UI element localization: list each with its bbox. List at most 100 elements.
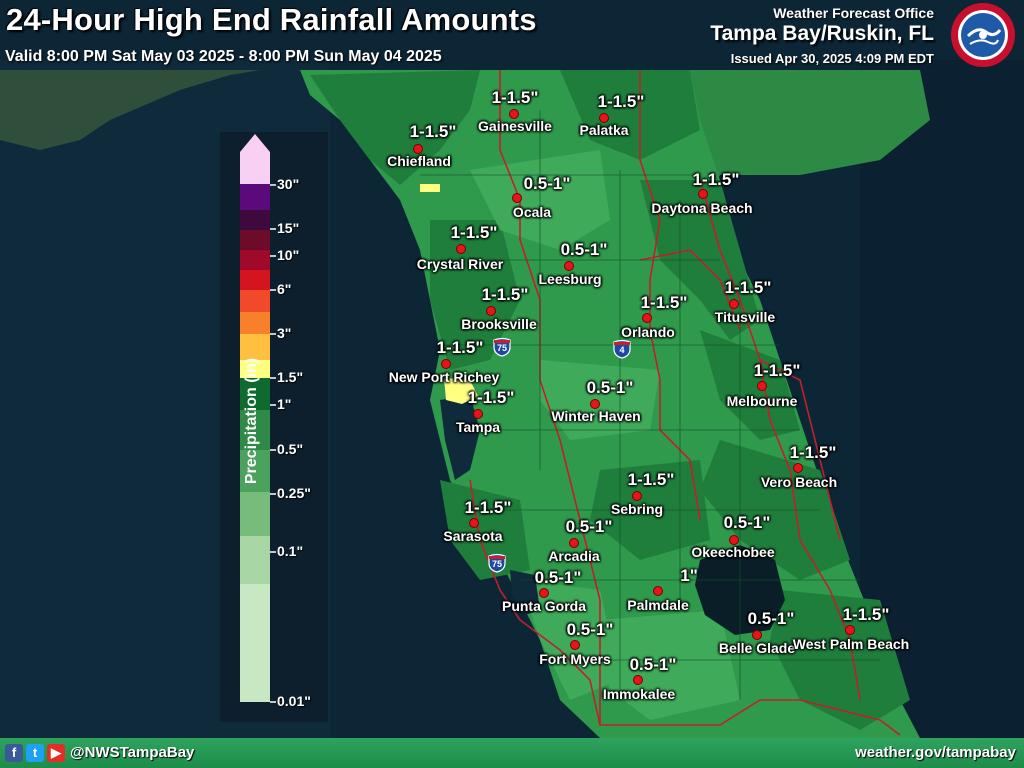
youtube-icon[interactable]: ▶ — [47, 744, 65, 762]
legend-tick-label: 1.5" — [277, 369, 304, 385]
legend-swatch — [240, 450, 270, 492]
rainfall-amount: 1-1.5" — [436, 338, 484, 357]
city-dot — [456, 244, 466, 254]
rainfall-amount: 1-1.5" — [491, 88, 539, 107]
city-dot — [590, 399, 600, 409]
city-dot — [632, 491, 642, 501]
city-name: Sebring — [610, 501, 664, 517]
rainfall-amount: 1-1.5" — [464, 498, 512, 517]
facebook-icon[interactable]: f — [5, 744, 23, 762]
legend-tick-label: 15" — [277, 220, 300, 236]
city-dot — [698, 189, 708, 199]
city-dot — [564, 261, 574, 271]
social-icons: f t ▶ — [5, 744, 65, 762]
rainfall-amount: 1-1.5" — [467, 388, 515, 407]
city-name: Sarasota — [443, 528, 503, 544]
nws-logo — [951, 3, 1015, 67]
rainfall-amount: 1-1.5" — [724, 278, 772, 297]
city-name: Tampa — [455, 419, 501, 435]
city-dot — [509, 109, 519, 119]
city-dot — [599, 113, 609, 123]
legend-tick-label: 0.5" — [277, 441, 304, 457]
rainfall-amount: 0.5-1" — [534, 568, 582, 587]
header: 24-Hour High End Rainfall Amounts Valid … — [0, 0, 1024, 70]
rainfall-amount: 0.5-1" — [629, 655, 677, 674]
city-dot — [413, 144, 423, 154]
interstate-shield-icon: 4 — [612, 339, 632, 359]
city-name: Belle Glade — [718, 640, 796, 656]
rainfall-amount: 0.5-1" — [565, 517, 613, 536]
legend-swatch — [240, 378, 270, 410]
city-name: Okeechobee — [691, 544, 775, 560]
legend-arrow — [240, 134, 270, 152]
rainfall-amount: 0.5-1" — [560, 240, 608, 259]
legend-swatch — [240, 334, 270, 360]
rainfall-amount: 1-1.5" — [481, 285, 529, 304]
city-name: West Palm Beach — [792, 636, 910, 652]
legend-title: Precipitation (in) — [243, 357, 260, 485]
legend-swatch — [240, 184, 270, 210]
city-dot — [793, 463, 803, 473]
city-name: Orlando — [621, 324, 675, 340]
interstate-shield-icon: 75 — [487, 553, 507, 573]
legend-tick-label: 3" — [277, 325, 292, 341]
office-label: Weather Forecast Office — [773, 5, 934, 21]
city-dot — [653, 586, 663, 596]
legend-swatch — [240, 270, 270, 290]
legend-tick-label: 0.01" — [277, 693, 311, 709]
interstate-number: 75 — [496, 343, 507, 353]
legend-color-bar — [240, 134, 276, 703]
legend-swatch — [240, 230, 270, 250]
city-dot — [469, 518, 479, 528]
city-dot — [752, 630, 762, 640]
city-dot — [845, 625, 855, 635]
city-dot — [642, 313, 652, 323]
city-name: Palmdale — [627, 597, 689, 613]
city-name: Immokalee — [602, 686, 676, 702]
legend-swatch — [240, 360, 270, 378]
twitter-icon[interactable]: t — [26, 744, 44, 762]
city-dot — [729, 535, 739, 545]
rainfall-amount: 1-1.5" — [692, 170, 740, 189]
legend-swatch — [240, 410, 270, 450]
social-handle[interactable]: @NWSTampaBay — [70, 744, 195, 761]
rainfall-amount: 1" — [680, 566, 698, 585]
legend-swatch — [240, 152, 270, 184]
city-name: Gainesville — [478, 118, 552, 134]
interstate-shield-icon: 75 — [492, 337, 512, 357]
interstate-number: 75 — [491, 559, 502, 569]
city-dot — [569, 538, 579, 548]
city-name: Fort Myers — [539, 651, 611, 667]
city-name: Daytona Beach — [651, 200, 753, 216]
city-name: Crystal River — [416, 256, 504, 272]
legend-tick-label: 10" — [277, 247, 300, 263]
city-name: Titusville — [714, 309, 776, 325]
interstate-number: 4 — [619, 345, 625, 355]
legend-tick-label: 1" — [277, 396, 292, 412]
city-name: New Port Richey — [388, 369, 500, 385]
rainfall-amount: 1-1.5" — [842, 605, 890, 624]
city-dot — [757, 381, 767, 391]
city-name: Melbourne — [726, 393, 798, 409]
rainfall-amount: 1-1.5" — [753, 361, 801, 380]
valid-period: Valid 8:00 PM Sat May 03 2025 - 8:00 PM … — [5, 48, 442, 65]
legend: Precipitation (in) 30" 15" 10" 6" 3" 1.5" 1" 0.… — [220, 132, 328, 722]
legend-tick-label: 30" — [277, 176, 300, 192]
legend-tick-label: 0.25" — [277, 485, 311, 501]
city-dot — [441, 359, 451, 369]
city-dot — [512, 193, 522, 203]
footer: f t ▶ @NWSTampaBay weather.gov/tampabay — [0, 738, 1024, 768]
legend-swatch — [240, 536, 270, 584]
city-name: Brooksville — [461, 316, 537, 332]
city-name: Ocala — [512, 204, 552, 220]
city-dot — [633, 675, 643, 685]
city-name: Vero Beach — [760, 474, 838, 490]
rainfall-amount: 1-1.5" — [627, 470, 675, 489]
legend-tick-label: 0.1" — [277, 543, 304, 559]
page-title: 24-Hour High End Rainfall Amounts — [6, 2, 537, 37]
city-dot — [473, 409, 483, 419]
legend-tick-label: 6" — [277, 281, 292, 297]
rainfall-amount: 0.5-1" — [723, 513, 771, 532]
website-link[interactable]: weather.gov/tampabay — [855, 744, 1016, 761]
city-name: Punta Gorda — [501, 598, 587, 614]
